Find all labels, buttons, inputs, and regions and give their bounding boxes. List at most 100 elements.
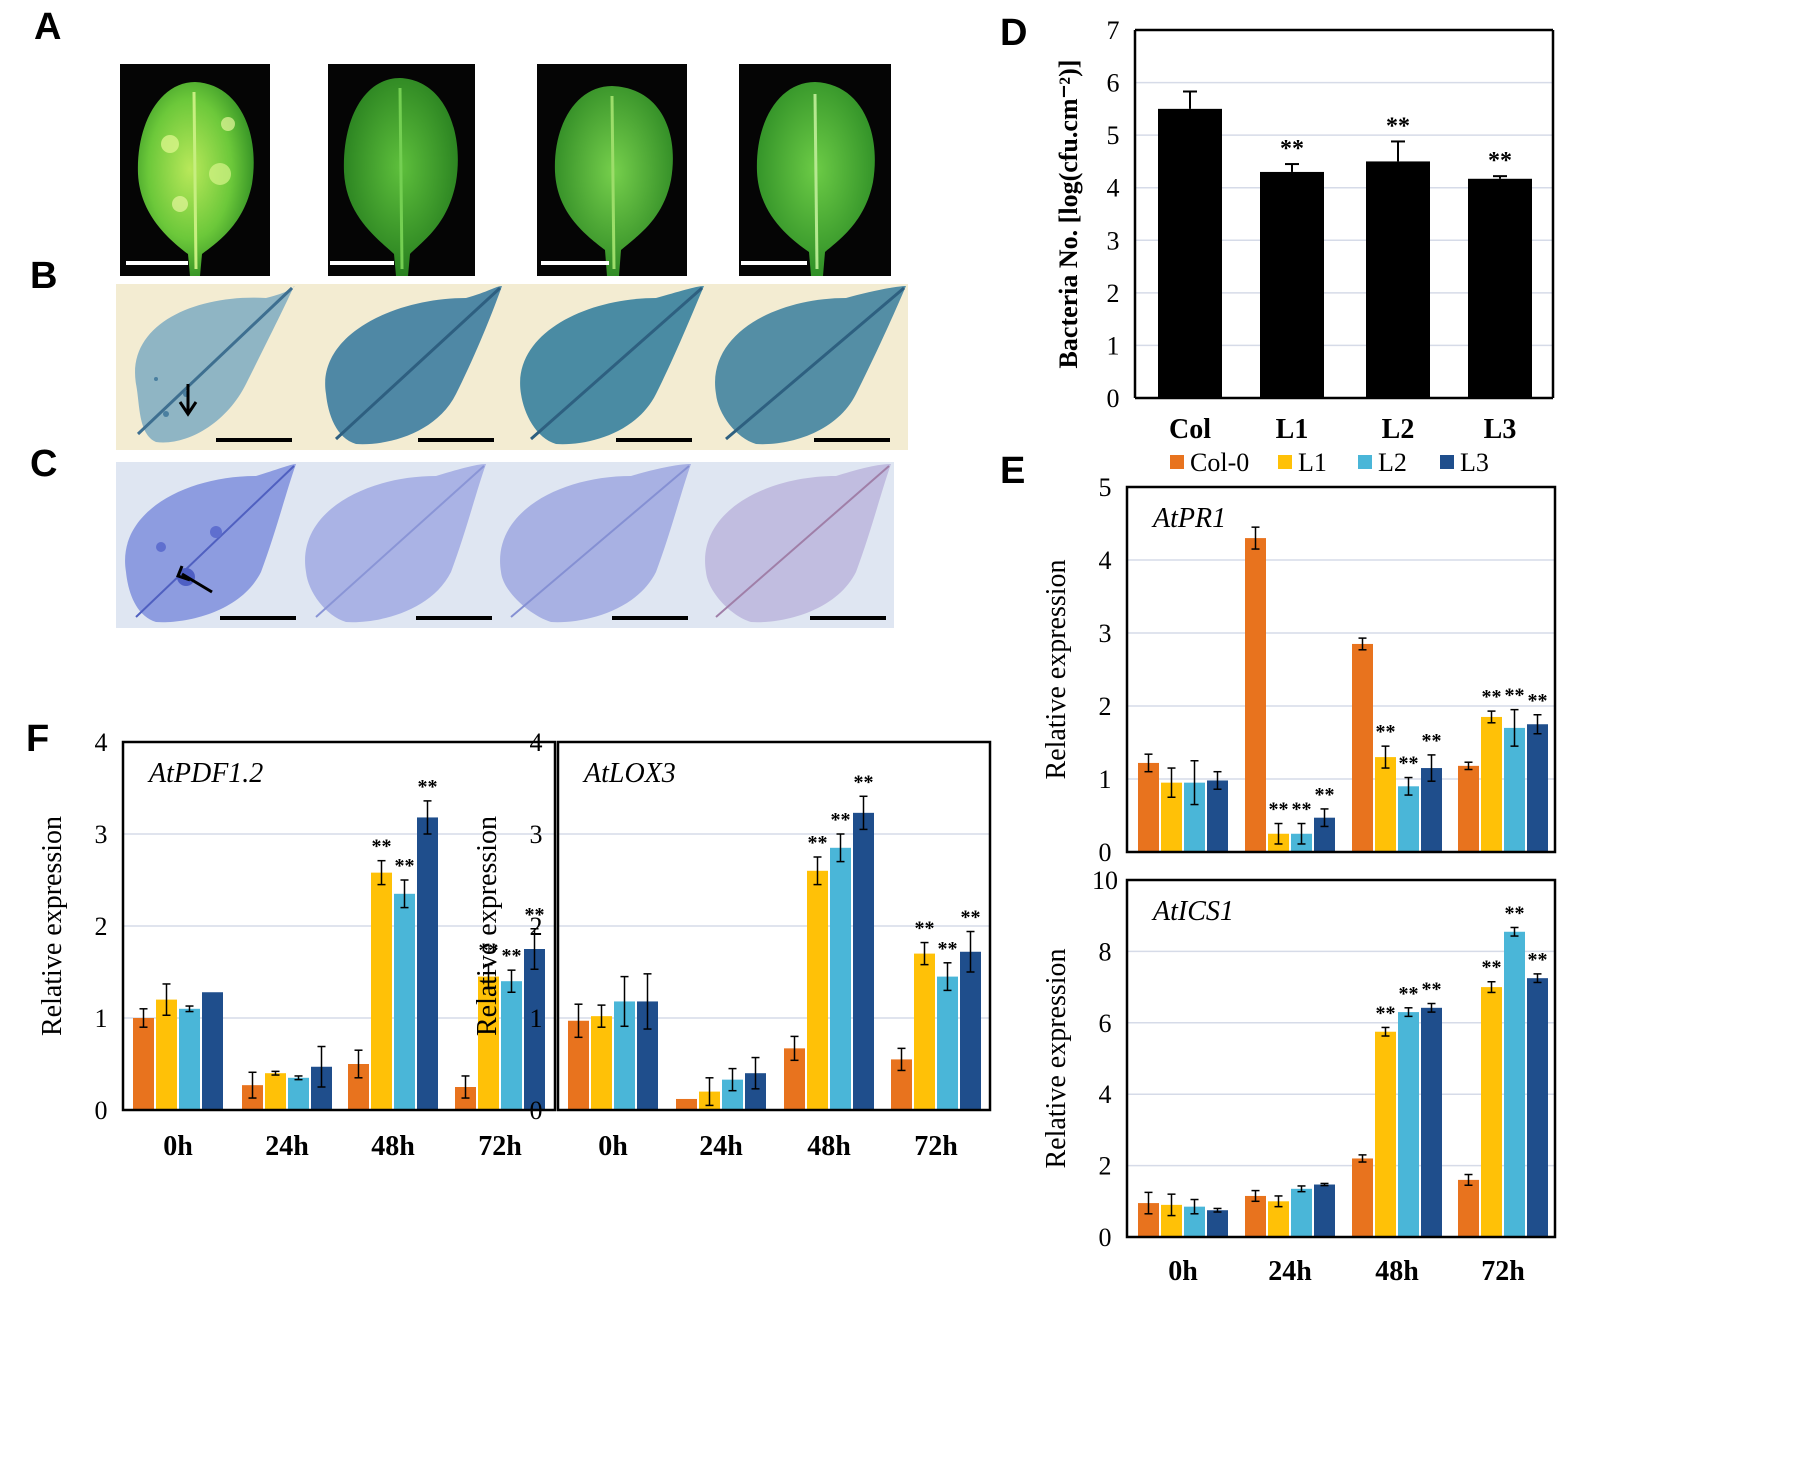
bar-f1-l2 (394, 893, 415, 1110)
y-tick-label-e2: 4 (1099, 1080, 1112, 1109)
bar-d-col (1158, 108, 1222, 398)
y-tick-label-e1: 2 (1099, 692, 1112, 721)
bar-e1-l3 (1527, 724, 1548, 852)
bar-e2-l1 (1268, 1201, 1289, 1237)
y-tick-label-f2: 0 (530, 1096, 543, 1125)
significance-mark-f1: ** (395, 855, 415, 877)
bar-f2-l3 (637, 1001, 658, 1110)
significance-mark-e1: ** (1399, 753, 1419, 775)
chart-title-e2: AtICS1 (1151, 896, 1234, 927)
leaf-stain-l2 (520, 286, 704, 445)
panel-label-d: D (1000, 12, 1028, 54)
bar-e2-l3 (1207, 1210, 1228, 1237)
y-tick-label-f1: 3 (95, 820, 108, 849)
bar-e2-l2 (1184, 1206, 1205, 1237)
x-tick-label-f1: 24h (265, 1131, 309, 1162)
y-tick-label-d: 3 (1107, 226, 1120, 255)
y-tick-label-e1: 0 (1099, 838, 1112, 867)
significance-mark-e2: ** (1505, 902, 1525, 924)
bar-f2-l1 (914, 953, 935, 1110)
y-tick-label-d: 5 (1107, 121, 1120, 150)
bar-e2-l1 (1481, 987, 1502, 1237)
bar-f2-col-0 (676, 1098, 697, 1110)
y-tick-label-e1: 3 (1099, 619, 1112, 648)
bar-f1-l1 (265, 1073, 286, 1110)
x-tick-label-f1: 72h (478, 1131, 522, 1162)
x-tick-label-d: L2 (1382, 414, 1415, 445)
bar-f1-col-0 (348, 1064, 369, 1110)
significance-mark-f1: ** (372, 836, 392, 858)
legend-swatch-col-0 (1170, 455, 1184, 469)
bar-e2-l1 (1375, 1031, 1396, 1237)
y-tick-label-e2: 6 (1099, 1009, 1112, 1038)
plot-frame-f1 (121, 740, 557, 1112)
leaf-nbt-l3 (705, 464, 891, 623)
legend-label-col-0: Col-0 (1190, 448, 1249, 477)
bar-f1-l2 (288, 1077, 309, 1110)
bar-f2-l2 (830, 847, 851, 1110)
significance-mark-f2: ** (831, 809, 851, 831)
x-tick-label-f2: 72h (914, 1131, 958, 1162)
y-tick-label-d: 0 (1107, 384, 1120, 413)
y-tick-label-e2: 8 (1099, 937, 1112, 966)
leaf-stain-l1 (325, 286, 502, 445)
bar-d-l3 (1468, 178, 1532, 398)
y-tick-label-e2: 10 (1092, 866, 1118, 895)
bar-f2-l3 (853, 812, 874, 1110)
bar-f2-col-0 (784, 1048, 805, 1110)
chart-title-f1: AtPDF1.2 (147, 758, 263, 789)
significance-mark-f2: ** (961, 907, 981, 929)
y-axis-label-f2: Relative expression (472, 816, 503, 1036)
significance-mark-f2: ** (808, 832, 828, 854)
leaf-photo-col0 (120, 64, 270, 276)
chart-title-f2: AtLOX3 (582, 758, 676, 789)
y-tick-label-f2: 4 (530, 728, 543, 757)
bar-f1-l2 (501, 981, 522, 1110)
x-tick-label-d: L1 (1276, 414, 1309, 445)
leaf-stain-col0 (135, 286, 295, 443)
x-tick-label-e2: 0h (1168, 1256, 1198, 1287)
x-tick-label-e2: 24h (1268, 1256, 1312, 1287)
legend-label-l3: L3 (1460, 448, 1489, 477)
significance-mark-e1: ** (1422, 730, 1442, 752)
bar-f2-l3 (745, 1073, 766, 1110)
bar-e1-l2 (1184, 782, 1205, 852)
bar-d-l2 (1366, 161, 1430, 398)
bar-f1-l1 (371, 872, 392, 1110)
y-tick-label-e1: 1 (1099, 765, 1112, 794)
y-tick-label-f1: 1 (95, 1004, 108, 1033)
bar-e2-col-0 (1458, 1179, 1479, 1237)
bar-f1-l3 (311, 1066, 332, 1110)
bar-f2-l3 (960, 951, 981, 1110)
bar-e2-l2 (1504, 931, 1525, 1237)
y-tick-label-f1: 0 (95, 1096, 108, 1125)
significance-mark-f1: ** (525, 904, 545, 926)
bar-e1-l2 (1398, 786, 1419, 852)
bar-e1-col-0 (1352, 643, 1373, 852)
bar-f1-col-0 (133, 1018, 154, 1110)
bar-e2-l3 (1314, 1184, 1335, 1237)
y-tick-label-d: 4 (1107, 174, 1120, 203)
significance-mark-f1: ** (502, 945, 522, 967)
significance-mark-e1: ** (1505, 685, 1525, 707)
bar-f2-l2 (937, 976, 958, 1110)
bar-f1-l1 (156, 999, 177, 1110)
plot-frame-e2 (1125, 878, 1557, 1239)
y-tick-label-f1: 2 (95, 912, 108, 941)
bar-e2-col-0 (1245, 1195, 1266, 1237)
significance-mark-d: ** (1386, 113, 1410, 139)
chart-title-e1: AtPR1 (1151, 503, 1226, 534)
y-tick-label-e2: 0 (1099, 1223, 1112, 1252)
y-tick-label-d: 2 (1107, 279, 1120, 308)
bar-e1-col-0 (1245, 538, 1266, 852)
panel-label-a: A (34, 6, 62, 48)
significance-mark-f2: ** (938, 938, 958, 960)
bar-e1-col-0 (1458, 765, 1479, 852)
nbt-stain-panel (116, 462, 894, 628)
y-tick-label-d: 7 (1107, 16, 1120, 45)
bar-e1-l3 (1314, 817, 1335, 852)
y-tick-label-f1: 4 (95, 728, 108, 757)
bar-f1-l3 (202, 992, 223, 1110)
legend-label-l2: L2 (1378, 448, 1407, 477)
